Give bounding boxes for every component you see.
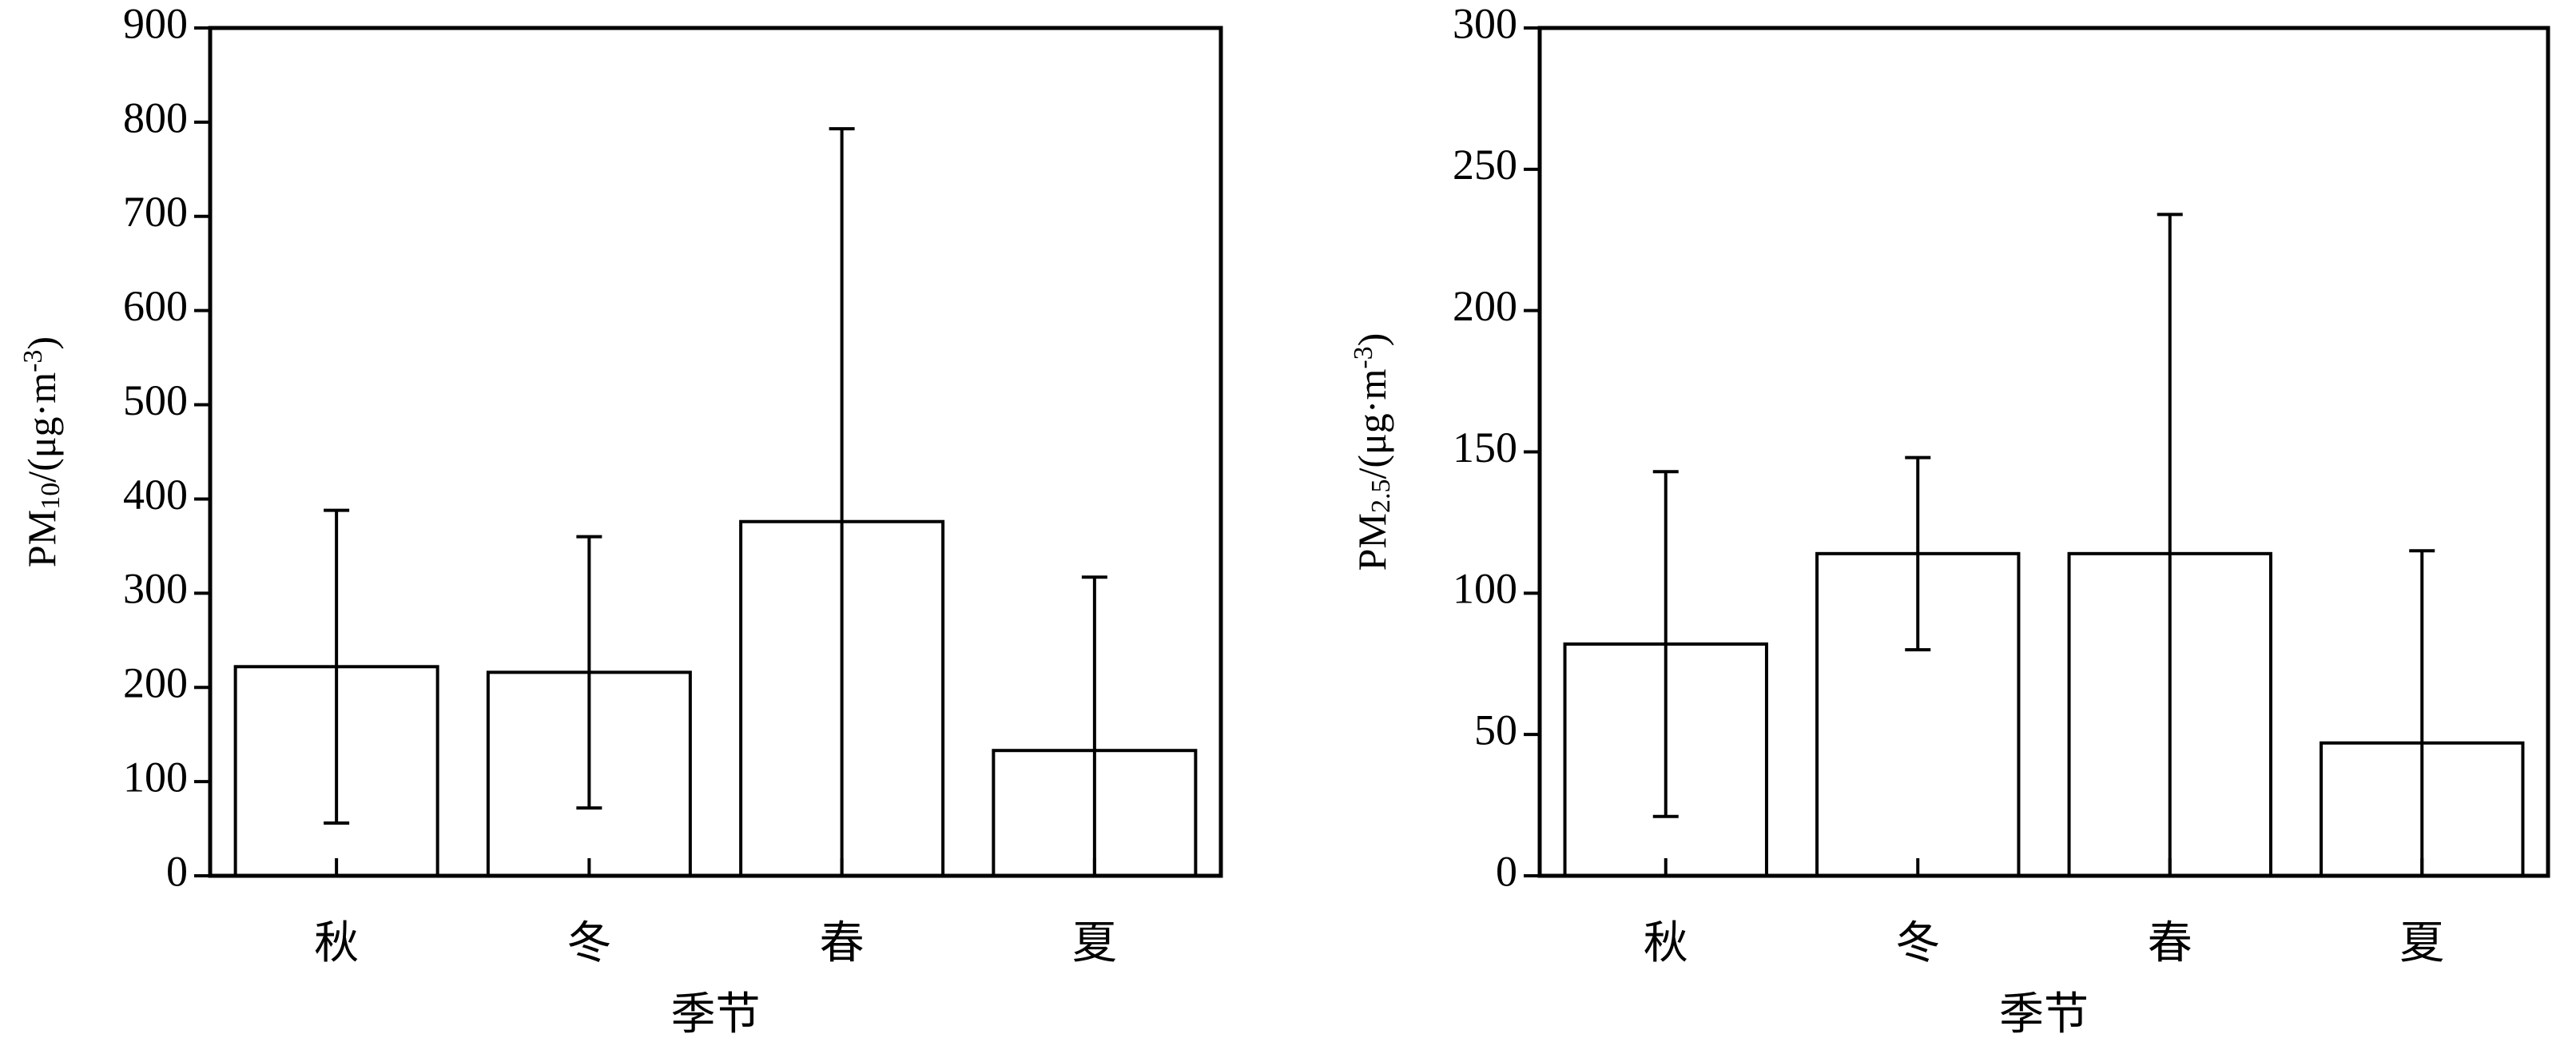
y-axis-label-part: -3 — [1349, 346, 1378, 368]
x-tick-label: 秋 — [314, 919, 359, 968]
y-tick-label: 500 — [123, 376, 188, 424]
y-tick-label: 200 — [1453, 282, 1517, 330]
y-tick-label: 800 — [123, 93, 188, 141]
y-tick-label: 300 — [1453, 0, 1517, 47]
x-tick-label: 春 — [820, 919, 865, 968]
y-tick-label: 100 — [1453, 565, 1517, 613]
y-axis-label-part: PM — [1350, 513, 1394, 571]
x-axis-label: 季节 — [1999, 990, 2089, 1040]
y-axis-label-part: ) — [1350, 333, 1394, 347]
y-tick-label: 900 — [123, 0, 188, 47]
y-tick-label: 250 — [1453, 141, 1517, 189]
plot-frame — [1537, 26, 2550, 878]
y-tick-label: 700 — [123, 188, 188, 236]
error-bar — [829, 127, 855, 876]
x-tick-label: 冬 — [566, 919, 611, 968]
error-bar — [576, 535, 602, 810]
error-bar — [2157, 213, 2183, 876]
y-axis-label: PM2.5/(μg·m-3) — [1349, 333, 1396, 571]
plot-frame — [208, 26, 1223, 878]
y-tick-label: 400 — [123, 471, 188, 519]
y-axis-label-part: -3 — [18, 350, 48, 372]
bars — [233, 127, 1198, 876]
y-tick-label: 600 — [123, 282, 188, 330]
y-axis-label-part: /(μg·m — [19, 372, 64, 483]
panel: 0 50 100 150 200 250 300 秋 冬 春 夏季节 PM2.5/(μg·m-3) — [1349, 0, 2550, 1040]
y-tick-label: 150 — [1453, 424, 1517, 471]
panel: 0 100 200 300 400 500 600 700 800 900 秋 冬 春 夏季节 PM10/(… — [18, 0, 1223, 1040]
y-axis-label: PM10/(μg·m-3) — [18, 336, 66, 567]
bars — [1563, 213, 2525, 876]
y-axis-label-part: PM — [19, 510, 64, 567]
error-bar — [324, 508, 350, 825]
x-axis-label: 季节 — [671, 990, 761, 1040]
y-tick-label: 200 — [123, 659, 188, 707]
y-axis-label-part: ) — [19, 336, 64, 350]
x-tick-label: 春 — [2148, 919, 2192, 968]
y-axis-label-part: 10 — [36, 483, 66, 510]
y-tick-label: 50 — [1474, 706, 1517, 754]
x-tick-label: 夏 — [2399, 919, 2444, 968]
y-tick-label: 0 — [166, 847, 188, 895]
y-tick-label: 100 — [123, 754, 188, 801]
error-bar — [1905, 455, 1931, 652]
y-tick-label: 0 — [1496, 847, 1517, 895]
y-axis-label-part: /(μg·m — [1350, 369, 1394, 479]
error-bar — [1652, 470, 1679, 818]
x-tick-label: 秋 — [1644, 919, 1688, 968]
y-tick-label: 300 — [123, 565, 188, 613]
y-axis-label-part: 2.5 — [1366, 479, 1396, 514]
x-tick-label: 夏 — [1072, 919, 1117, 968]
x-tick-label: 冬 — [1895, 919, 1940, 968]
